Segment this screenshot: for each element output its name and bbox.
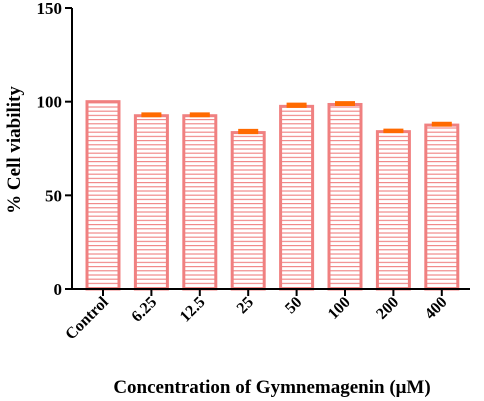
error-bar-200: [383, 128, 404, 134]
error-bar-12.5: [189, 112, 210, 118]
bar-25: [230, 131, 266, 291]
x-axis: Control 6.25 12.5 25 50 100 200 400: [62, 288, 470, 343]
x-tick-label-Control: Control: [62, 293, 112, 343]
x-tick-label-50: 50: [282, 294, 305, 317]
y-tick-label-50: 50: [45, 186, 62, 205]
y-tick-label-150: 150: [37, 0, 63, 18]
bar-12.5: [182, 114, 218, 291]
x-tick-label-200: 200: [373, 294, 402, 323]
x-tick-label-100: 100: [325, 294, 354, 323]
y-tick-label-0: 0: [54, 280, 63, 299]
y-axis-label: % Cell viability: [4, 86, 25, 214]
bar-400: [424, 123, 460, 291]
x-tick-label-12.5: 12.5: [177, 294, 209, 326]
y-axis: 0 50 100 150: [37, 0, 73, 299]
bar-100: [327, 102, 363, 291]
y-ticks-group: 0 50 100 150: [37, 0, 72, 299]
error-bar-25: [238, 128, 259, 135]
error-bar-400: [431, 121, 452, 127]
error-bar-6.25: [141, 112, 162, 118]
x-tick-label-6.25: 6.25: [128, 294, 160, 326]
error-bar-50: [286, 102, 307, 108]
y-tick-label-100: 100: [37, 93, 63, 112]
bar-200: [375, 130, 411, 291]
bar-Control: [85, 100, 121, 291]
error-bars-group: [141, 101, 452, 135]
x-tick-label-25: 25: [234, 294, 257, 317]
error-bar-100: [335, 101, 355, 106]
x-ticks-group: Control 6.25 12.5 25 50 100 200 400: [62, 289, 451, 343]
bar-6.25: [133, 114, 169, 291]
x-tick-label-400: 400: [422, 294, 451, 323]
bar-50: [279, 104, 315, 291]
x-axis-label: Concentration of Gymnemagenin (μM): [113, 377, 430, 398]
